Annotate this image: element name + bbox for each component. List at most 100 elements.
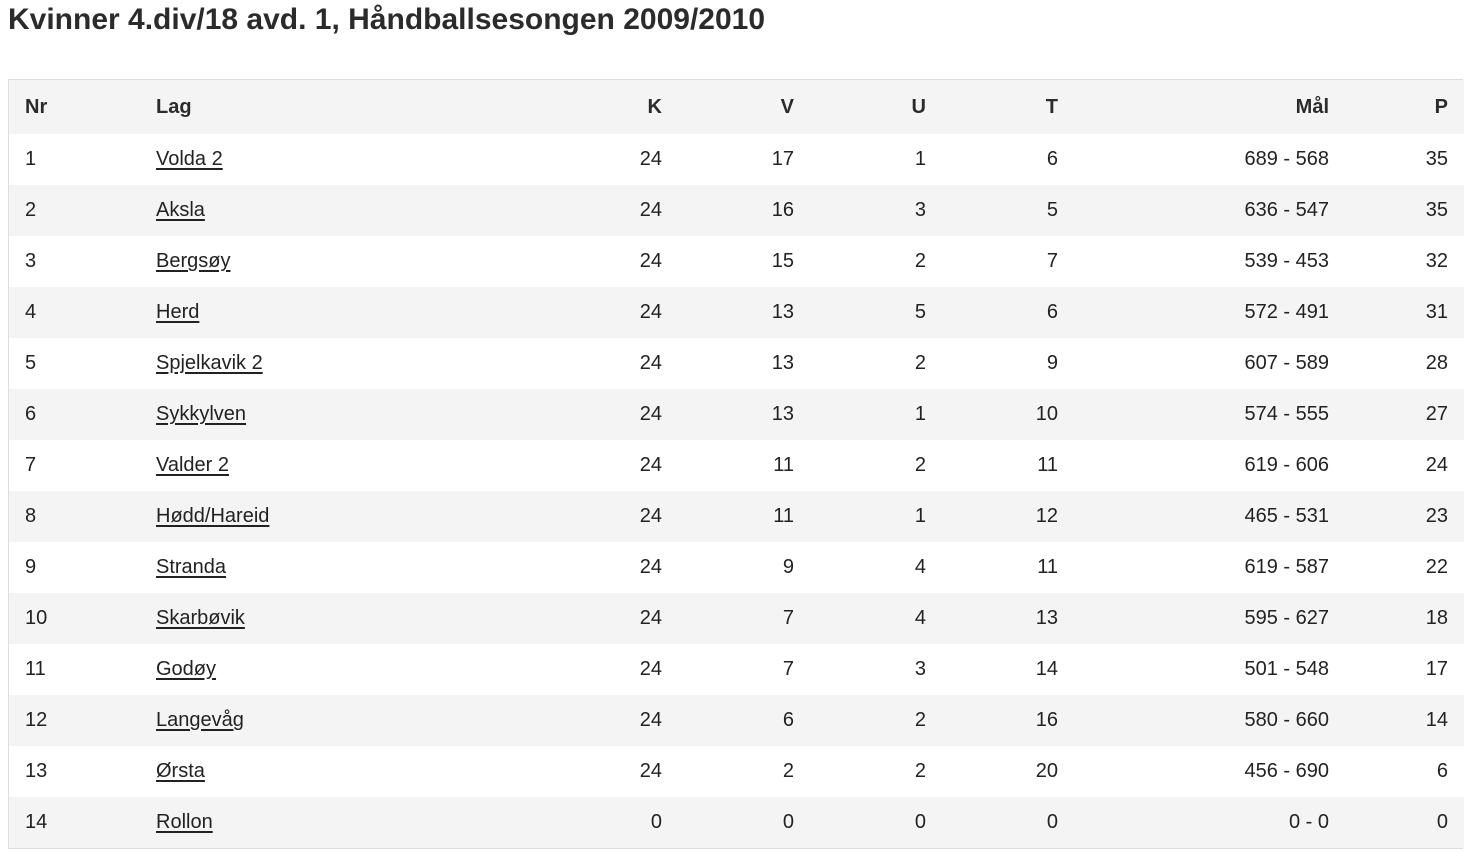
cell-u: 5 — [914, 301, 926, 323]
cell-v: 0 — [782, 811, 794, 833]
cell-lag: Skarbøvik — [140, 593, 520, 644]
cell-v: 9 — [782, 556, 794, 578]
cell-t: 5 — [1046, 199, 1058, 221]
cell-nr: 3 — [25, 250, 37, 272]
cell-nr: 6 — [25, 403, 37, 425]
cell-v: 13 — [771, 403, 794, 425]
cell-mal: 619 - 606 — [1244, 454, 1329, 476]
cell-k: 24 — [639, 760, 662, 782]
team-link[interactable]: Ørsta — [156, 760, 205, 782]
cell-k: 24 — [639, 709, 662, 731]
cell-mal: 580 - 660 — [1244, 709, 1329, 731]
cell-k: 24 — [639, 658, 662, 680]
cell-lag: Stranda — [140, 542, 520, 593]
cell-t: 6 — [1046, 301, 1058, 323]
cell-k: 24 — [639, 148, 662, 170]
team-link[interactable]: Godøy — [156, 658, 217, 680]
cell-nr: 4 — [25, 301, 37, 323]
team-link[interactable]: Sykkylven — [156, 403, 247, 425]
team-link[interactable]: Bergsøy — [156, 250, 231, 272]
team-link[interactable]: Spjelkavik 2 — [156, 352, 263, 374]
cell-mal: 574 - 555 — [1244, 403, 1329, 425]
cell-u: 4 — [914, 607, 926, 629]
header-p: P — [1434, 95, 1448, 118]
table-header: Nr Lag K V U T Mål P — [9, 80, 1464, 134]
cell-nr: 9 — [25, 556, 37, 578]
cell-nr: 11 — [25, 658, 46, 680]
table-row: 3 Bergsøy 24 15 2 7 539 - 453 32 — [9, 236, 1464, 287]
cell-nr: 12 — [25, 709, 48, 731]
cell-p: 32 — [1425, 250, 1448, 272]
cell-v: 7 — [782, 607, 794, 629]
cell-t: 13 — [1035, 607, 1058, 629]
cell-nr: 8 — [25, 505, 37, 527]
table-row: 12 Langevåg 24 6 2 16 580 - 660 14 — [9, 695, 1464, 746]
team-link[interactable]: Langevåg — [156, 709, 244, 731]
cell-p: 6 — [1436, 760, 1448, 782]
header-row: Nr Lag K V U T Mål P — [9, 80, 1464, 134]
cell-k: 24 — [639, 607, 662, 629]
cell-nr: 10 — [25, 607, 48, 629]
header-u: U — [911, 95, 926, 118]
team-link[interactable]: Rollon — [156, 811, 213, 833]
table-row: 14 Rollon 0 0 0 0 0 - 0 0 — [9, 797, 1464, 848]
cell-t: 14 — [1035, 658, 1058, 680]
cell-u: 2 — [914, 454, 926, 476]
header-mal: Mål — [1295, 95, 1329, 118]
header-nr: Nr — [25, 95, 48, 118]
cell-v: 13 — [771, 301, 794, 323]
cell-mal: 595 - 627 — [1244, 607, 1329, 629]
cell-p: 17 — [1425, 658, 1448, 680]
cell-v: 16 — [771, 199, 794, 221]
cell-t: 0 — [1046, 811, 1058, 833]
cell-v: 15 — [771, 250, 794, 272]
cell-v: 2 — [782, 760, 794, 782]
cell-v: 7 — [782, 658, 794, 680]
cell-p: 35 — [1425, 148, 1448, 170]
standings-table-container: Nr Lag K V U T Mål P 1 Volda 2 24 17 1 6 689 -… — [8, 79, 1464, 849]
cell-mal: 689 - 568 — [1244, 148, 1329, 170]
table-row: 11 Godøy 24 7 3 14 501 - 548 17 — [9, 644, 1464, 695]
team-link[interactable]: Hødd/Hareid — [156, 505, 270, 527]
cell-mal: 465 - 531 — [1244, 505, 1329, 527]
team-link[interactable]: Herd — [156, 301, 200, 323]
team-link[interactable]: Volda 2 — [156, 148, 223, 170]
cell-u: 2 — [914, 352, 926, 374]
cell-mal: 539 - 453 — [1244, 250, 1329, 272]
cell-p: 28 — [1425, 352, 1448, 374]
cell-p: 14 — [1425, 709, 1448, 731]
cell-k: 24 — [639, 403, 662, 425]
cell-lag: Langevåg — [140, 695, 520, 746]
table-row: 10 Skarbøvik 24 7 4 13 595 - 627 18 — [9, 593, 1464, 644]
cell-p: 18 — [1425, 607, 1448, 629]
cell-mal: 607 - 589 — [1244, 352, 1329, 374]
table-row: 13 Ørsta 24 2 2 20 456 - 690 6 — [9, 746, 1464, 797]
header-t: T — [1045, 95, 1058, 118]
cell-lag: Godøy — [140, 644, 520, 695]
cell-t: 16 — [1035, 709, 1058, 731]
standings-table: Nr Lag K V U T Mål P 1 Volda 2 24 17 1 6 689 -… — [9, 80, 1464, 848]
cell-mal: 619 - 587 — [1244, 556, 1329, 578]
cell-v: 11 — [773, 505, 794, 527]
cell-v: 6 — [782, 709, 794, 731]
team-link[interactable]: Skarbøvik — [156, 607, 245, 629]
cell-u: 4 — [914, 556, 926, 578]
cell-t: 20 — [1035, 760, 1058, 782]
cell-mal: 636 - 547 — [1244, 199, 1329, 221]
table-row: 8 Hødd/Hareid 24 11 1 12 465 - 531 23 — [9, 491, 1464, 542]
team-link[interactable]: Aksla — [156, 199, 205, 221]
cell-mal: 456 - 690 — [1244, 760, 1329, 782]
cell-nr: 13 — [25, 760, 48, 782]
cell-k: 24 — [639, 505, 662, 527]
cell-p: 24 — [1425, 454, 1448, 476]
team-link[interactable]: Valder 2 — [156, 454, 230, 476]
team-link[interactable]: Stranda — [156, 556, 227, 578]
cell-lag: Spjelkavik 2 — [140, 338, 520, 389]
cell-lag: Volda 2 — [140, 134, 520, 185]
cell-nr: 5 — [25, 352, 37, 374]
cell-v: 17 — [771, 148, 794, 170]
cell-p: 0 — [1436, 811, 1448, 833]
cell-k: 24 — [639, 250, 662, 272]
cell-nr: 2 — [25, 199, 37, 221]
cell-p: 35 — [1425, 199, 1448, 221]
